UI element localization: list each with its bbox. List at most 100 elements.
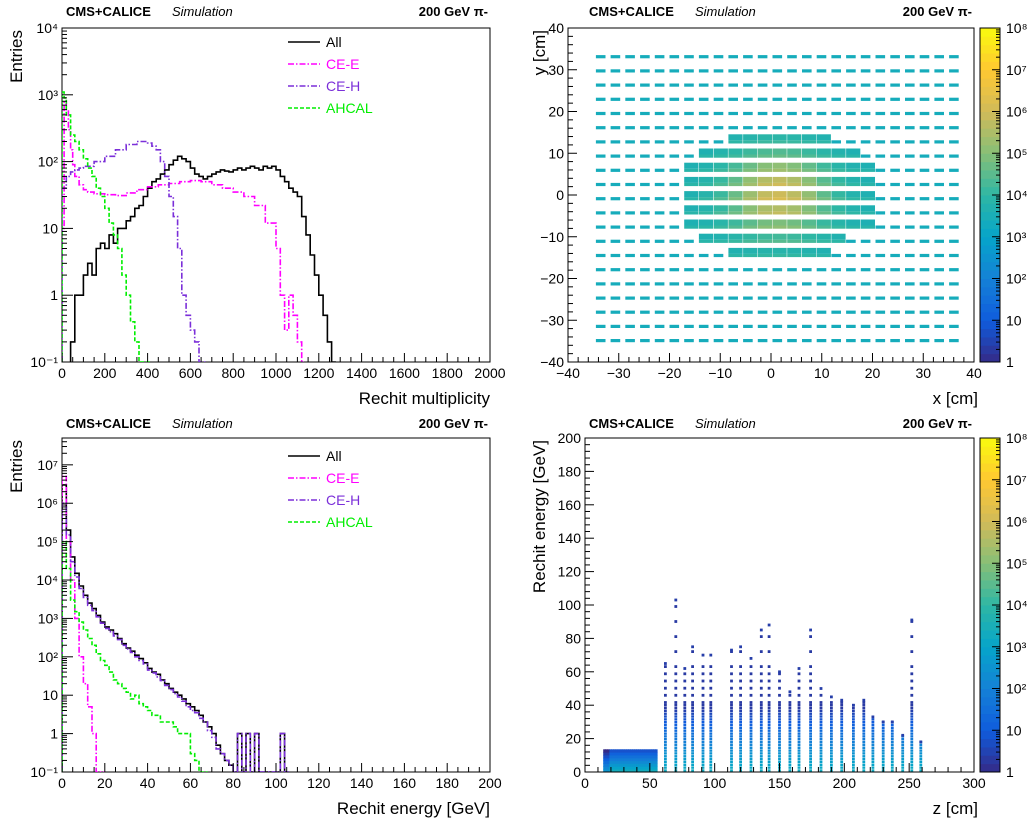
map-cell (728, 176, 743, 183)
energy-cell (628, 752, 631, 756)
colorbar-segment (980, 713, 1000, 723)
energy-cell (638, 769, 641, 773)
energy-cell (683, 712, 687, 715)
map-cell (698, 296, 709, 300)
map-cell (846, 225, 861, 229)
energy-cell (788, 701, 792, 704)
energy-cell (652, 749, 656, 753)
map-cell (610, 69, 621, 73)
energy-cell (830, 732, 833, 735)
energy-cell (840, 755, 844, 758)
map-cell (890, 282, 900, 286)
header-experiment: CMS+CALICE (589, 4, 674, 19)
map-cell (816, 140, 831, 144)
colorbar-segment (980, 563, 1000, 573)
colorbar-segment (980, 203, 1000, 213)
energy-cell (701, 757, 705, 761)
energy-cell (691, 726, 694, 730)
energy-cell (830, 746, 833, 749)
energy-cell (701, 760, 705, 764)
energy-cell (664, 706, 667, 710)
map-cell (787, 148, 802, 155)
x-tick-label: 80 (225, 775, 241, 791)
energy-cell (809, 738, 812, 741)
map-cell (669, 168, 680, 172)
energy-cell (890, 726, 894, 730)
x-tick-label: 180 (436, 775, 460, 791)
energy-cell (683, 760, 687, 764)
map-cell (757, 148, 772, 155)
map-cell (757, 233, 772, 240)
map-cell (831, 168, 846, 172)
energy-cell (830, 721, 833, 724)
map-cell (919, 324, 930, 328)
energy-cell (709, 723, 713, 727)
energy-cell (871, 721, 875, 724)
energy-cell (788, 743, 792, 747)
energy-cell (819, 743, 823, 747)
energy-cell (674, 650, 678, 653)
energy-cell (809, 757, 812, 761)
map-cell (728, 253, 743, 258)
map-cell (654, 111, 665, 116)
energy-cell (640, 752, 644, 756)
colorbar-tick-label: 10³ (1006, 229, 1027, 245)
energy-cell (910, 679, 914, 683)
energy-cell (788, 763, 792, 766)
energy-cell (655, 760, 658, 764)
map-cell (684, 239, 694, 243)
energy-cell (644, 755, 648, 759)
energy-cell (646, 769, 650, 773)
energy-cell (830, 755, 833, 758)
map-cell (640, 111, 650, 116)
energy-cell (674, 704, 678, 707)
energy-cell (910, 729, 914, 732)
y-tick-label: 100 (558, 597, 582, 613)
map-cell (669, 182, 680, 187)
map-cell (610, 154, 621, 158)
energy-cell (919, 769, 923, 772)
map-cell (743, 282, 753, 286)
energy-cell (615, 769, 619, 773)
energy-cell (830, 712, 833, 715)
map-cell (846, 69, 856, 73)
energy-cell (901, 738, 905, 741)
map-cell (772, 126, 783, 130)
y-tick-label: 10⁻¹ (30, 764, 58, 780)
energy-cell (634, 766, 637, 770)
energy-cell (730, 735, 733, 738)
energy-cell (701, 679, 705, 683)
energy-cell (674, 743, 678, 747)
energy-cell (634, 749, 637, 753)
energy-cell (683, 693, 687, 697)
energy-cell (730, 766, 733, 769)
colorbar-segment (980, 671, 1000, 681)
energy-cell (910, 701, 914, 704)
energy-cell (605, 755, 608, 759)
map-cell (934, 282, 944, 286)
energy-cell (797, 715, 801, 718)
energy-cell (701, 723, 705, 727)
energy-cell (650, 763, 654, 767)
colorbar-segment (980, 178, 1000, 188)
energy-cell (674, 726, 678, 730)
energy-cell (819, 706, 823, 710)
energy-cell (852, 735, 855, 738)
energy-cell (632, 769, 635, 773)
energy-cell (691, 723, 694, 727)
energy-cell (617, 766, 621, 770)
energy-cell (701, 729, 705, 732)
energy-cell (664, 749, 667, 752)
energy-cell (619, 766, 623, 770)
energy-cell (852, 709, 855, 712)
energy-cell (819, 746, 823, 749)
energy-cell (749, 760, 753, 764)
colorbar-segment (980, 738, 1000, 748)
map-cell (816, 233, 831, 240)
map-cell (890, 154, 900, 158)
energy-cell (603, 763, 606, 767)
energy-cell (611, 769, 615, 773)
energy-cell (852, 755, 855, 758)
energy-cell (683, 715, 687, 718)
energy-cell (749, 679, 753, 683)
